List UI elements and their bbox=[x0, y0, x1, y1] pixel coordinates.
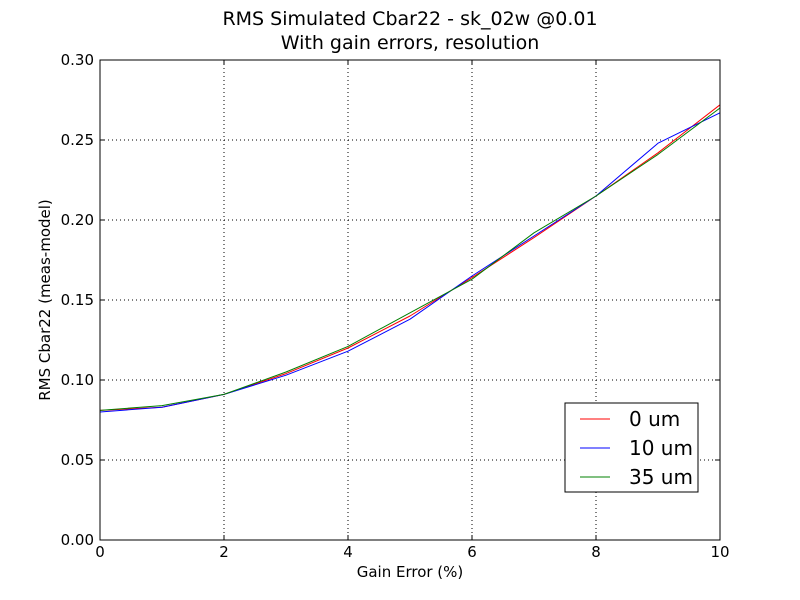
series-line-3 bbox=[99, 107, 721, 411]
legend: 0 um 10 um 35 um bbox=[564, 402, 699, 493]
x-tick-label: 10 bbox=[710, 543, 729, 561]
chart-subtitle: With gain errors, resolution bbox=[281, 32, 540, 54]
x-tick-label: 0 bbox=[95, 543, 105, 561]
y-tick-label: 0.20 bbox=[61, 211, 94, 229]
axis-ticks: 0 2 4 6 8 10 0.00 0.05 0.10 0.15 0.20 0.25 0.30 bbox=[61, 51, 730, 561]
plot-series bbox=[99, 104, 721, 413]
chart-title: RMS Simulated Cbar22 - sk_02w @0.01 bbox=[222, 8, 597, 30]
series-line-2 bbox=[99, 112, 721, 413]
y-tick-label: 0.10 bbox=[61, 371, 94, 389]
x-axis-label: Gain Error (%) bbox=[357, 563, 464, 581]
legend-label-2: 10 um bbox=[629, 436, 693, 460]
legend-label-3: 35 um bbox=[629, 465, 693, 489]
x-tick-label: 6 bbox=[467, 543, 477, 561]
series-line-1 bbox=[99, 104, 721, 411]
x-tick-label: 4 bbox=[343, 543, 353, 561]
x-tick-label: 2 bbox=[219, 543, 229, 561]
y-tick-label: 0.25 bbox=[61, 131, 94, 149]
legend-label-1: 0 um bbox=[629, 407, 680, 431]
y-tick-label: 0.05 bbox=[61, 451, 94, 469]
y-tick-label: 0.00 bbox=[61, 531, 94, 549]
y-tick-label: 0.15 bbox=[61, 291, 94, 309]
y-axis-label: RMS Cbar22 (meas-model) bbox=[36, 199, 54, 401]
x-tick-label: 8 bbox=[591, 543, 601, 561]
y-tick-label: 0.30 bbox=[61, 51, 94, 69]
